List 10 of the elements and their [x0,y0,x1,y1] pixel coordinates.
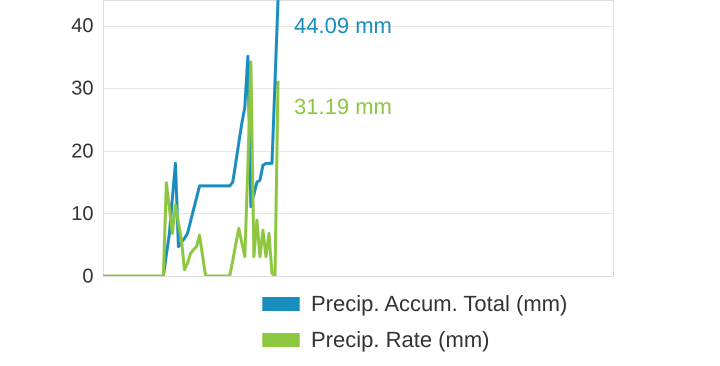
y-tick-label: 20 [71,140,94,162]
line-series [103,60,280,276]
y-tick-label: 40 [71,15,94,38]
y-tick-label: 10 [71,202,94,225]
legend-label: Precip. Accum. Total (mm) [311,291,568,316]
annotation: 31.19 mm [294,94,392,119]
legend-label: Precip. Rate (mm) [311,327,490,352]
annotation: 44.09 mm [294,13,392,38]
y-tick-label: 30 [71,78,94,100]
y-tick-label: 0 [82,266,94,288]
